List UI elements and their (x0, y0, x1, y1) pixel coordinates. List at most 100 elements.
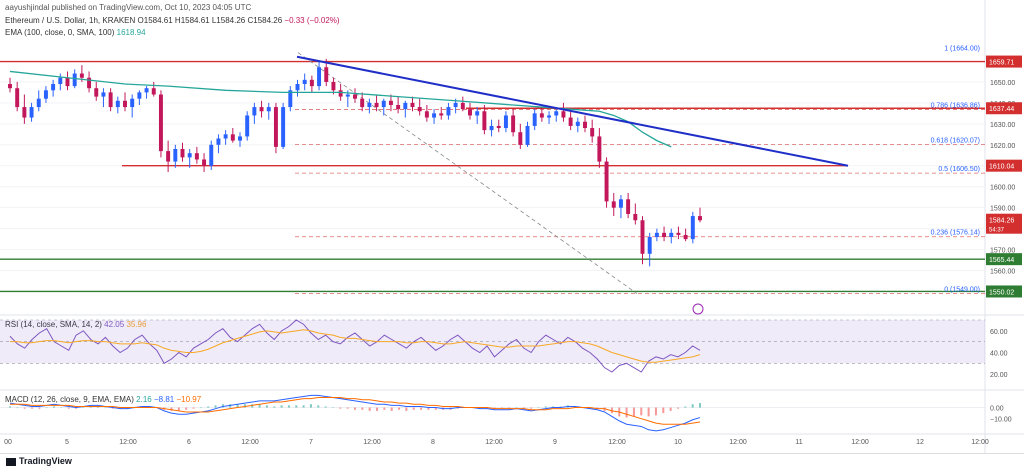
x-tick-label: 12:00 (729, 439, 747, 446)
candle-body (101, 92, 106, 97)
candle-body (360, 98, 365, 108)
macd-histogram-bar (544, 406, 547, 408)
macd-histogram-bar (111, 407, 114, 409)
macd-histogram-bar (596, 407, 599, 409)
candle-body (647, 237, 652, 254)
macd-histogram-bar (104, 407, 107, 409)
candle-body (396, 104, 401, 110)
candle-body (295, 84, 300, 91)
macd-histogram-bar (552, 406, 555, 408)
macd-signal-value: −10.97 (176, 395, 202, 404)
candle-body (374, 102, 379, 108)
macd-histogram-bar (331, 407, 334, 409)
macd-histogram-bar (302, 405, 305, 408)
candle-body (173, 148, 178, 162)
candle-body (324, 67, 329, 82)
candle-body (403, 102, 408, 110)
macd-histogram-bar (295, 405, 298, 408)
candle-body (36, 98, 41, 108)
macd-histogram-bar (97, 406, 100, 408)
candle-body (683, 234, 688, 240)
macd-histogram-bar (82, 407, 85, 409)
macd-histogram-bar (537, 407, 540, 409)
candle-body (654, 232, 659, 238)
rsi-tick-label: 40.00 (990, 351, 1008, 358)
macd-histogram-bar (456, 407, 459, 409)
candle-body (417, 107, 422, 112)
fib-label: 0.786 (1636.86) (931, 102, 980, 109)
low-label: L (211, 16, 217, 25)
price-badge (986, 285, 1022, 298)
ema-line (9, 70, 672, 148)
macd-histogram-bar (654, 407, 657, 416)
candle-body (388, 100, 393, 105)
x-tick-label: 11 (795, 439, 802, 446)
macd-histogram-bar (214, 405, 217, 408)
price-badge-label: 1637.44 (989, 106, 1014, 113)
candle-body (309, 79, 314, 87)
price-badge (986, 159, 1022, 172)
candle-body (29, 107, 34, 118)
macd-histogram-bar (588, 407, 591, 409)
macd-histogram-bar (236, 404, 239, 408)
macd-histogram-bar (126, 407, 129, 409)
candle-body (410, 102, 415, 108)
x-tick-label: 5 (65, 439, 69, 446)
price-badge-label: 1659.71 (989, 60, 1014, 67)
candle-body (568, 117, 573, 126)
candle-body (230, 134, 235, 141)
candle-body (669, 232, 674, 238)
candle-body (216, 138, 221, 145)
price-badge (986, 213, 1022, 234)
x-tick-label: 9 (553, 439, 557, 446)
candle-body (238, 136, 242, 141)
symbol-header: Ethereum / U.S. Dollar, 1h, KRAKEN O1584… (5, 16, 340, 25)
price-badge (986, 253, 1022, 266)
macd-histogram-bar (31, 407, 34, 409)
macd-histogram-bar (390, 407, 393, 411)
candle-body (640, 220, 645, 254)
macd-histogram-bar (192, 407, 195, 409)
candle-body (439, 113, 444, 116)
candle-body (583, 121, 587, 129)
candle-body (115, 100, 120, 108)
candle-body (575, 121, 580, 126)
macd-tick-label: 0.00 (990, 406, 1004, 413)
tradingview-logo[interactable]: TradingView (6, 456, 72, 466)
low-value: 1584.26 (216, 16, 246, 25)
macd-histogram-bar (515, 407, 518, 409)
rsi-label-text: RSI (14, close, SMA, 14, 2) (5, 320, 102, 329)
macd-histogram-bar (376, 407, 379, 411)
x-tick-label: 7 (309, 439, 313, 446)
macd-legend: MACD (12, 26, close, 9, EMA, EMA) 2.16 −… (5, 395, 201, 404)
close-value: 1584.26 (253, 16, 283, 25)
macd-histogram-bar (361, 407, 364, 410)
candle-body (353, 94, 357, 99)
candle-body (482, 111, 487, 131)
macd-histogram-bar (75, 407, 78, 409)
macd-histogram-bar (38, 407, 41, 409)
macd-hist-value: 2.16 (136, 395, 152, 404)
macd-histogram-bar (45, 407, 48, 409)
macd-histogram-bar (676, 407, 679, 409)
candle-body (166, 151, 171, 162)
candle-body (72, 73, 77, 87)
candle-body (65, 77, 70, 87)
candle-body (690, 216, 695, 240)
candle-body (158, 94, 163, 152)
macd-histogram-bar (574, 406, 577, 408)
rsi-line (9, 319, 701, 373)
candle-body (8, 84, 12, 89)
x-tick-label: 10 (674, 439, 682, 446)
candle-body (123, 100, 127, 108)
candle-body (662, 232, 667, 238)
candle-body (475, 111, 480, 116)
x-tick-label: 12:00 (119, 439, 137, 446)
candle-body (525, 125, 530, 145)
macd-histogram-bar (632, 407, 635, 417)
macd-histogram-bar (398, 407, 401, 410)
macd-histogram-bar (559, 406, 562, 408)
price-badge-label: 1550.02 (989, 289, 1014, 296)
y-tick-label: 1630.00 (990, 122, 1015, 129)
